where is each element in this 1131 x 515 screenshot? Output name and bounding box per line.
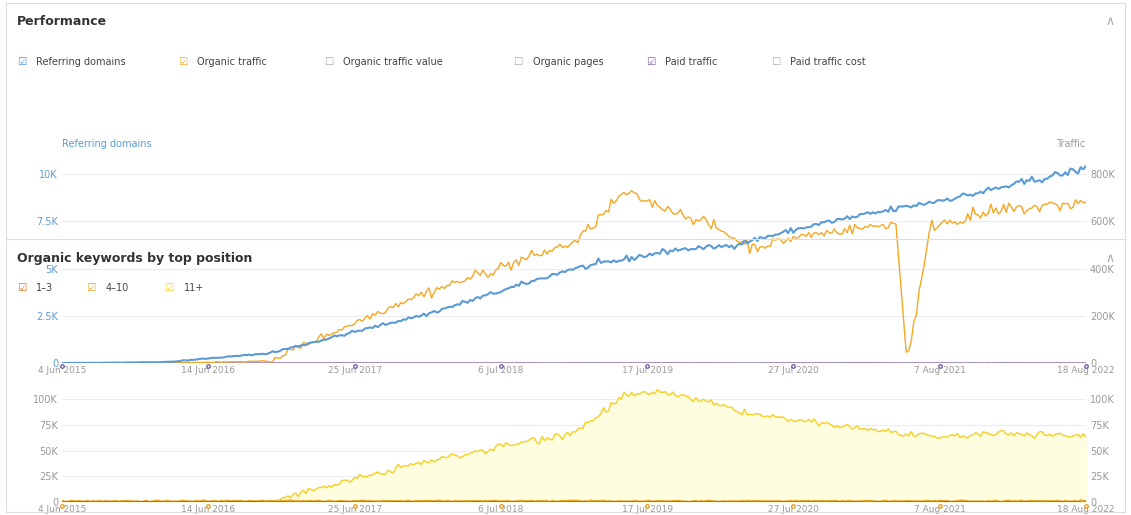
Text: ☑: ☑ — [178, 57, 187, 67]
Text: 4–10: 4–10 — [105, 283, 129, 294]
Text: 1–3: 1–3 — [36, 283, 53, 294]
Text: Referring domains: Referring domains — [36, 57, 126, 67]
Text: ☑: ☑ — [165, 283, 174, 294]
Text: ☐: ☐ — [513, 57, 523, 67]
Text: Organic keywords by top position: Organic keywords by top position — [17, 252, 252, 265]
Text: ∧: ∧ — [1105, 252, 1114, 265]
Text: ☑: ☑ — [86, 283, 96, 294]
Text: ☑: ☑ — [646, 57, 655, 67]
Text: Organic traffic value: Organic traffic value — [344, 57, 443, 67]
Text: Paid traffic cost: Paid traffic cost — [789, 57, 865, 67]
Text: Organic traffic: Organic traffic — [197, 57, 267, 67]
Text: Referring domains: Referring domains — [62, 139, 152, 149]
Text: Performance: Performance — [17, 15, 107, 28]
Text: ☑: ☑ — [17, 57, 26, 67]
Text: 11+: 11+ — [184, 283, 204, 294]
Text: ☐: ☐ — [325, 57, 334, 67]
Text: ☐: ☐ — [770, 57, 780, 67]
Text: Paid traffic: Paid traffic — [665, 57, 717, 67]
Text: ☑: ☑ — [17, 283, 26, 294]
Text: Traffic: Traffic — [1056, 139, 1086, 149]
Text: Organic pages: Organic pages — [533, 57, 603, 67]
Text: ∧: ∧ — [1105, 15, 1114, 28]
